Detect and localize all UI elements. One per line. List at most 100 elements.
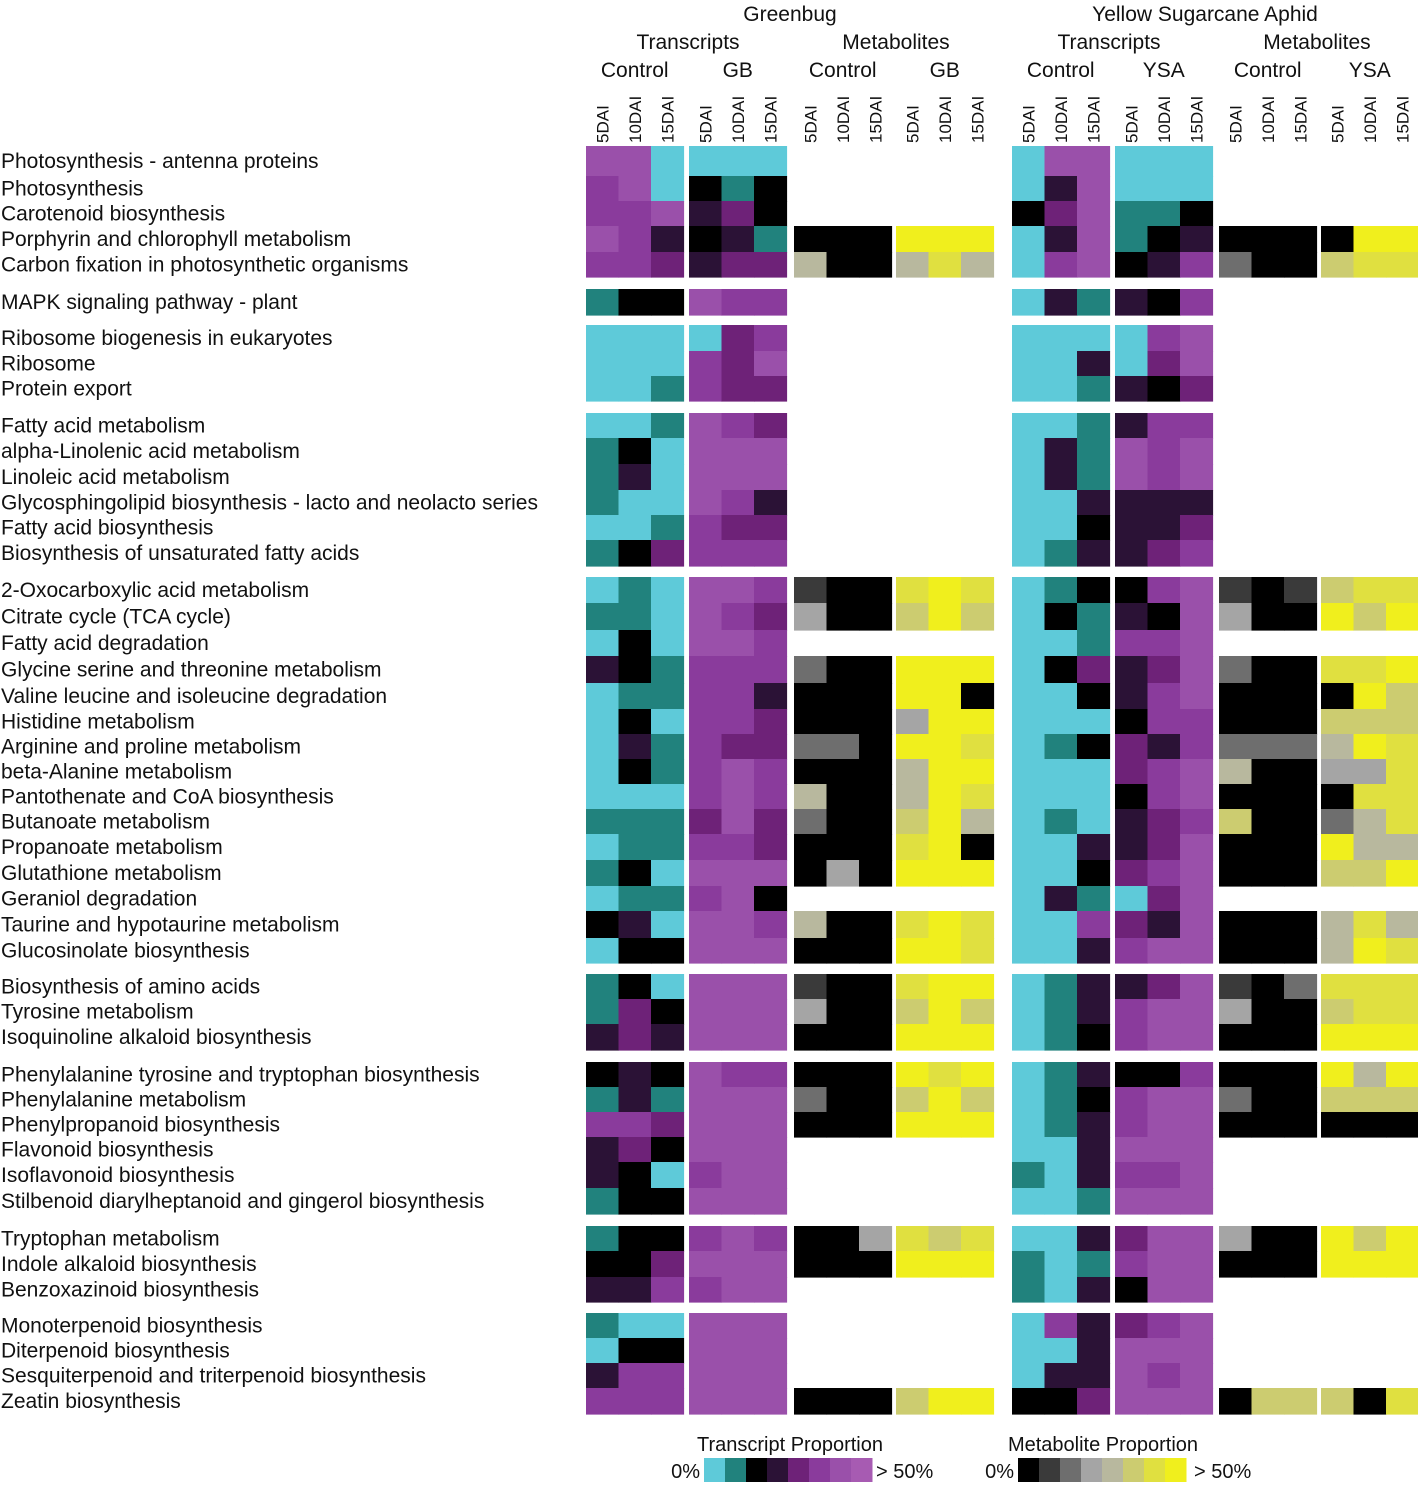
heat-cell — [586, 911, 620, 939]
heat-cell — [1115, 999, 1149, 1025]
heat-cell — [826, 709, 860, 735]
heat-cell — [1353, 226, 1387, 253]
heat-cell — [651, 1112, 685, 1138]
heat-cell — [1386, 1251, 1418, 1278]
heat-cell — [689, 1338, 723, 1364]
treatment-header: YSA — [1349, 59, 1391, 82]
heat-cell — [1284, 709, 1318, 735]
heat-cell — [1284, 1226, 1318, 1252]
heat-cell — [859, 656, 893, 684]
heat-cell — [1321, 938, 1355, 964]
heat-cell — [618, 226, 652, 253]
heat-cell — [1077, 490, 1111, 516]
heat-cell — [896, 709, 930, 735]
row-label: Propanoate metabolism — [1, 836, 223, 859]
heat-cell — [1115, 438, 1149, 465]
heat-cell — [754, 784, 788, 810]
row-label: Isoquinoline alkaloid biosynthesis — [1, 1026, 312, 1049]
heat-cell — [721, 464, 755, 491]
time-tick-label: 15DAI — [866, 96, 885, 143]
heat-cell — [618, 1188, 652, 1215]
heat-cell — [689, 630, 723, 657]
heat-cell — [586, 1024, 620, 1051]
heat-cell — [1147, 886, 1181, 912]
legend-swatch — [1060, 1458, 1082, 1482]
heat-cell — [1147, 464, 1181, 491]
heat-cell — [651, 911, 685, 939]
heat-cell — [618, 603, 652, 631]
row-label: Fatty acid metabolism — [1, 415, 205, 438]
heat-cell — [586, 176, 620, 202]
heat-cell — [1180, 1277, 1214, 1303]
heat-cell — [1115, 577, 1149, 604]
heat-cell — [1077, 809, 1111, 835]
heat-cell — [651, 490, 685, 516]
heat-cell — [1180, 1188, 1214, 1215]
heat-cell — [754, 734, 788, 760]
heat-cell — [826, 974, 860, 1000]
heat-cell — [618, 709, 652, 735]
heat-cell — [1219, 656, 1253, 684]
heat-cell — [651, 146, 685, 177]
heat-cell — [721, 999, 755, 1025]
heat-cell — [1321, 1112, 1355, 1138]
heat-cell — [689, 734, 723, 760]
heat-cell — [1251, 1087, 1285, 1113]
time-tick-label: 5DAI — [1019, 105, 1038, 143]
heat-cell — [1180, 974, 1214, 1000]
heat-cell — [1115, 490, 1149, 516]
legend-swatch — [1018, 1458, 1040, 1482]
treatment-header: Control — [809, 59, 877, 82]
heat-cell — [1321, 911, 1355, 939]
heat-cell — [651, 1087, 685, 1113]
heatmap-block-3 — [896, 226, 995, 1415]
heat-cell — [1115, 860, 1149, 887]
heat-cell — [1115, 351, 1149, 377]
heat-cell — [961, 1062, 995, 1088]
heat-cell — [1180, 464, 1214, 491]
heat-cell — [1321, 1251, 1355, 1278]
row-label: Tyrosine metabolism — [1, 1001, 194, 1024]
heat-cell — [689, 656, 723, 684]
heat-cell — [586, 1087, 620, 1113]
heat-cell — [1044, 515, 1078, 541]
heat-cell — [1353, 1251, 1387, 1278]
heat-cell — [618, 490, 652, 516]
heat-cell — [1115, 1162, 1149, 1189]
heat-cell — [1012, 351, 1046, 377]
heat-cell — [689, 1162, 723, 1189]
heat-cell — [1219, 860, 1253, 887]
heat-cell — [1077, 1251, 1111, 1278]
heat-cell — [896, 1226, 930, 1252]
heat-cell — [1284, 834, 1318, 861]
heat-cell — [618, 1251, 652, 1278]
heat-cell — [826, 834, 860, 861]
heat-cell — [961, 1251, 995, 1278]
heat-cell — [651, 1062, 685, 1088]
heat-cell — [586, 413, 620, 439]
row-label: Histidine metabolism — [1, 711, 195, 734]
heat-cell — [1386, 809, 1418, 835]
heat-cell — [1219, 709, 1253, 735]
time-tick-label: 5DAI — [593, 105, 612, 143]
row-label: Benzoxazinoid biosynthesis — [1, 1279, 259, 1302]
heat-cell — [1147, 734, 1181, 760]
heat-cell — [859, 784, 893, 810]
heat-cell — [754, 176, 788, 202]
heat-cell — [1044, 784, 1078, 810]
heat-cell — [1012, 1251, 1046, 1278]
heat-cell — [721, 577, 755, 604]
heat-cell — [689, 1087, 723, 1113]
heat-cell — [689, 540, 723, 567]
heat-cell — [1077, 911, 1111, 939]
heat-cell — [1219, 603, 1253, 631]
heat-cell — [1077, 1062, 1111, 1088]
heat-cell — [651, 734, 685, 760]
heat-cell — [961, 974, 995, 1000]
heat-cell — [1012, 911, 1046, 939]
heat-cell — [1115, 974, 1149, 1000]
heat-cell — [1115, 1062, 1149, 1088]
heat-cell — [1012, 1338, 1046, 1364]
heat-cell — [651, 938, 685, 964]
heat-cell — [928, 1087, 962, 1113]
